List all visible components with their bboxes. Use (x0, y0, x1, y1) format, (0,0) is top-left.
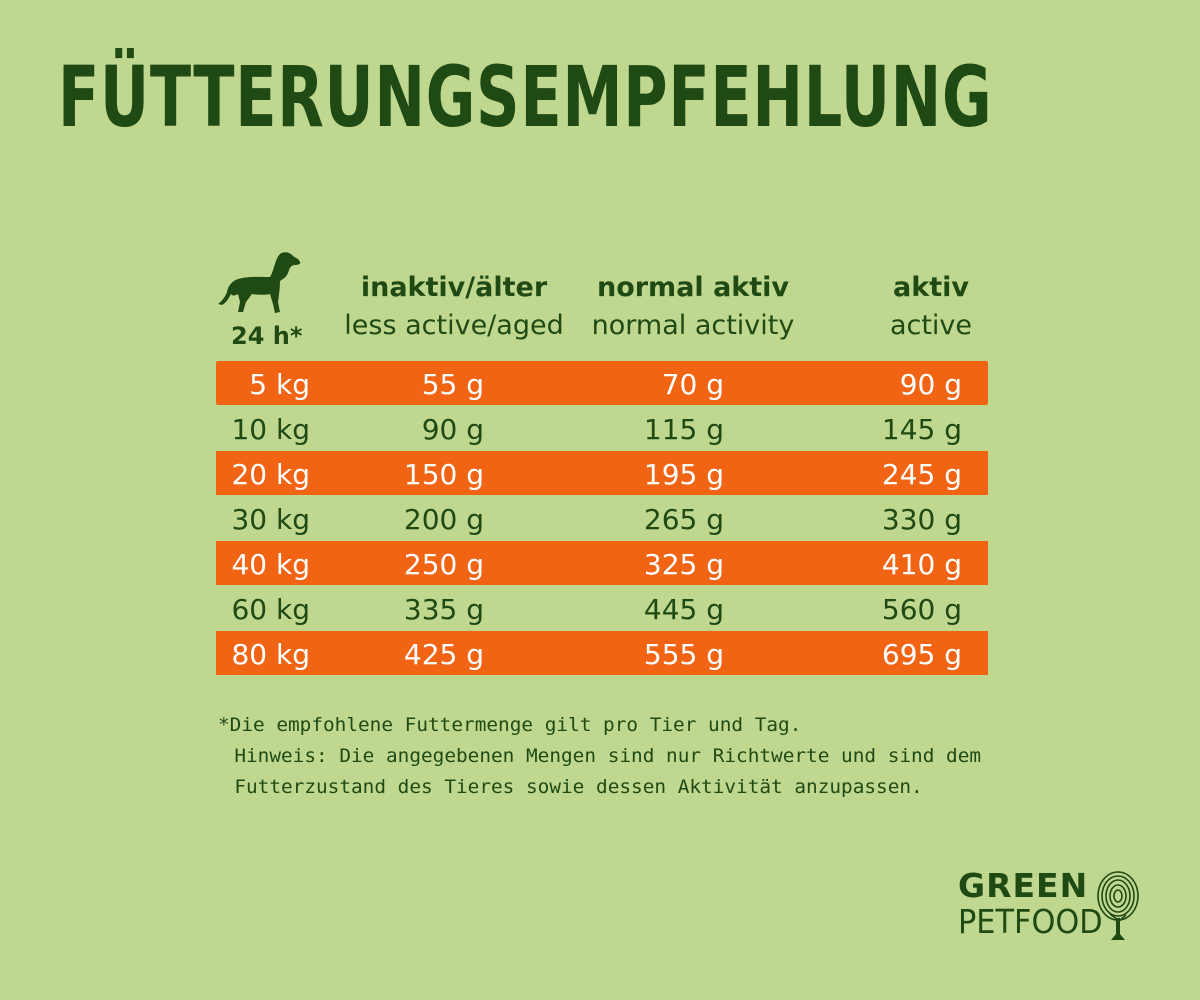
column-header-en: active (889, 310, 973, 341)
footnote: *Die empfohlene Futtermenge gilt pro Tie… (218, 710, 981, 803)
normal-cell: 325 g (643, 548, 724, 581)
column-header-active: aktiv active (880, 270, 982, 346)
normal-cell: 115 g (643, 413, 724, 446)
weight-cell: 10 kg (231, 413, 310, 446)
inactive-cell: 200 g (403, 503, 484, 536)
table-row: 30 kg 200 g 265 g 330 g (216, 496, 988, 540)
inactive-cell: 425 g (403, 638, 484, 671)
column-header-en: less active/aged (344, 310, 564, 341)
table-row: 20 kg 150 g 195 g 245 g (216, 451, 988, 495)
active-cell: 245 g (881, 458, 962, 491)
table-row: 10 kg 90 g 115 g 145 g (216, 406, 988, 450)
active-cell: 145 g (881, 413, 962, 446)
fingerprint-tree-icon (1097, 871, 1139, 940)
inactive-cell: 250 g (403, 548, 484, 581)
logo-text-petfood: PETFOOD (958, 902, 1103, 941)
active-cell: 560 g (881, 593, 962, 626)
column-header-normal: normal aktiv normal activity (582, 270, 804, 346)
column-header-de: inaktiv/älter (360, 272, 548, 303)
footnote-line: *Die empfohlene Futtermenge gilt pro Tie… (218, 714, 802, 736)
normal-cell: 445 g (643, 593, 724, 626)
inactive-cell: 335 g (403, 593, 484, 626)
weight-cell: 30 kg (231, 503, 310, 536)
normal-cell: 70 g (661, 368, 724, 401)
footnote-line: Futterzustand des Tieres sowie dessen Ak… (234, 776, 923, 798)
active-cell: 330 g (881, 503, 962, 536)
column-header-de: normal aktiv (596, 272, 790, 303)
column-header-en: normal activity (591, 310, 795, 341)
column-header-de: aktiv (893, 272, 969, 303)
normal-cell: 195 g (643, 458, 724, 491)
weight-cell: 20 kg (231, 458, 310, 491)
table-row: 5 kg 55 g 70 g 90 g (216, 361, 988, 405)
column-header-inactive: inaktiv/älter less active/aged (338, 270, 570, 346)
normal-cell: 555 g (643, 638, 724, 671)
footnote-line: Hinweis: Die angegebenen Mengen sind nur… (234, 745, 982, 767)
table-row: 40 kg 250 g 325 g 410 g (216, 541, 988, 585)
page-title: Fütterungsempfehlung (58, 48, 993, 146)
logo-text-green: GREEN (958, 866, 1089, 905)
feeding-table: 5 kg 55 g 70 g 90 g 10 kg 90 g 115 g 145… (216, 361, 988, 676)
active-cell: 695 g (881, 638, 962, 671)
dog-icon (218, 252, 301, 313)
brand-logo: GREEN PETFOOD (958, 866, 1148, 946)
inactive-cell: 150 g (403, 458, 484, 491)
active-cell: 410 g (881, 548, 962, 581)
inactive-cell: 90 g (421, 413, 484, 446)
weight-cell: 40 kg (231, 548, 310, 581)
weight-cell: 80 kg (231, 638, 310, 671)
weight-cell: 60 kg (231, 593, 310, 626)
table-row: 60 kg 335 g 445 g 560 g (216, 586, 988, 630)
active-cell: 90 g (899, 368, 962, 401)
hours-label: 24 h* (231, 322, 303, 350)
inactive-cell: 55 g (421, 368, 484, 401)
table-row: 80 kg 425 g 555 g 695 g (216, 631, 988, 675)
weight-cell: 5 kg (249, 368, 310, 401)
normal-cell: 265 g (643, 503, 724, 536)
